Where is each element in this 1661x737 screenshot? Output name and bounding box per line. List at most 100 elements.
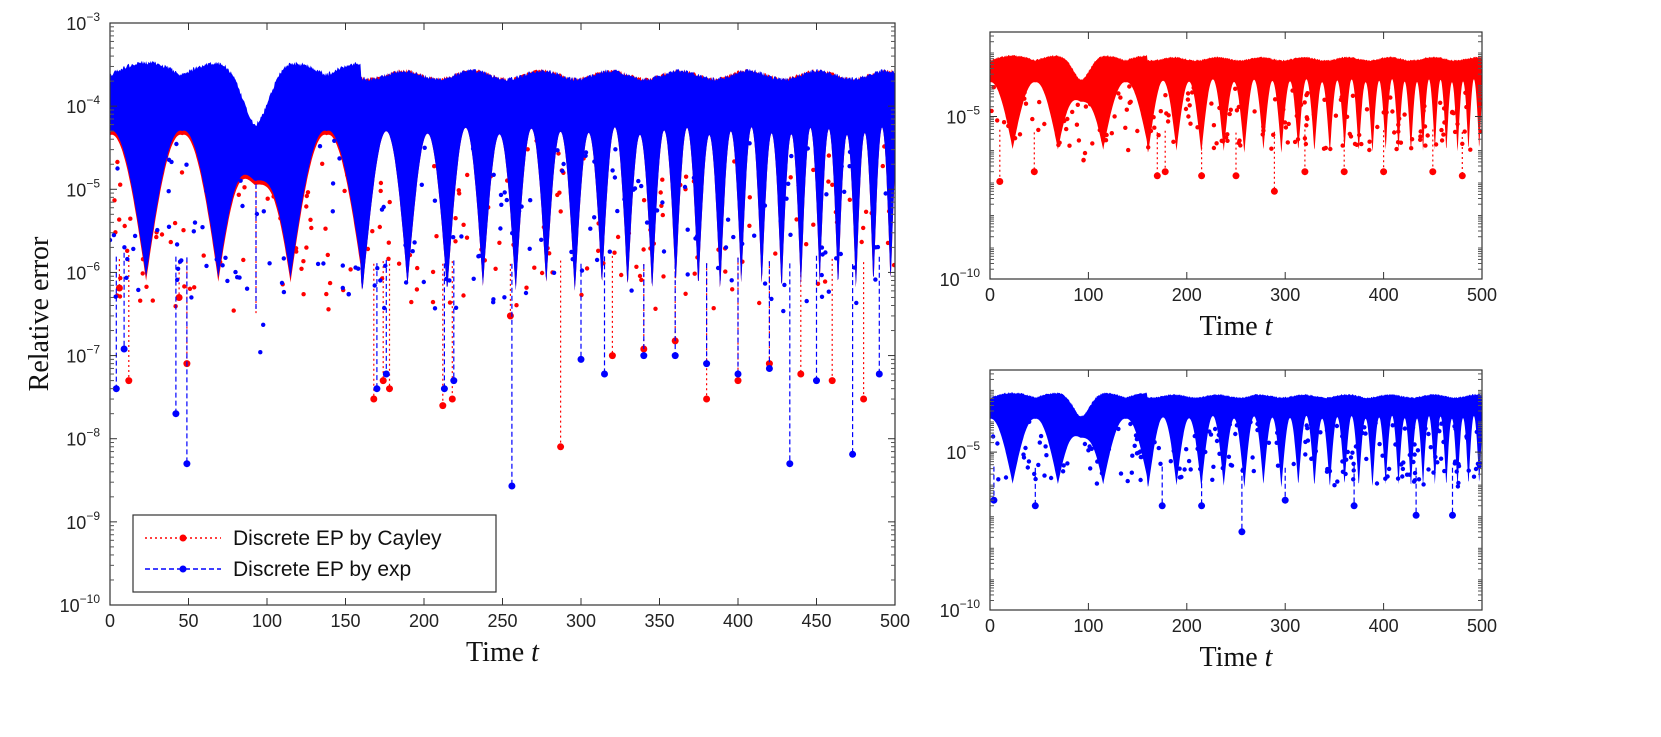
data-point xyxy=(584,266,590,271)
data-point xyxy=(1296,107,1301,112)
data-point xyxy=(1367,139,1372,144)
data-point xyxy=(1428,445,1434,450)
dip-point xyxy=(601,370,608,378)
data-point xyxy=(826,179,831,184)
data-point xyxy=(1113,87,1118,92)
data-point xyxy=(461,222,466,227)
data-point xyxy=(163,154,168,159)
dip-point xyxy=(1158,502,1166,510)
data-point xyxy=(1422,124,1428,129)
dip-point xyxy=(1030,168,1038,176)
data-point xyxy=(1128,99,1133,105)
data-point xyxy=(514,303,519,308)
data-point xyxy=(592,215,597,220)
data-point xyxy=(539,139,545,144)
dip-point xyxy=(125,377,133,385)
data-point xyxy=(1332,483,1337,488)
data-point xyxy=(528,198,533,203)
data-point xyxy=(1227,111,1232,117)
data-point xyxy=(588,226,593,231)
data-point xyxy=(1225,138,1230,143)
data-point xyxy=(1082,441,1088,447)
data-point xyxy=(592,159,597,164)
data-point xyxy=(1455,121,1460,127)
data-point xyxy=(309,225,314,231)
data-point xyxy=(1220,465,1226,471)
data-point xyxy=(1061,85,1066,90)
data-point xyxy=(596,248,601,253)
data-point xyxy=(502,190,507,195)
data-point xyxy=(560,168,565,174)
data-point xyxy=(999,423,1004,429)
data-point xyxy=(175,266,181,271)
dip-point xyxy=(765,365,773,372)
data-point xyxy=(201,253,206,258)
data-point xyxy=(1416,477,1422,482)
data-point xyxy=(778,218,783,224)
data-point xyxy=(288,241,294,246)
data-point xyxy=(1435,460,1440,465)
data-point xyxy=(378,188,383,194)
data-point xyxy=(191,229,196,234)
x-tick-label: 100 xyxy=(1073,616,1103,636)
data-point xyxy=(1339,94,1344,100)
data-point xyxy=(1369,90,1374,96)
data-point xyxy=(1357,132,1362,138)
data-point xyxy=(1407,452,1413,458)
data-point xyxy=(1464,104,1469,110)
data-point xyxy=(131,246,136,252)
data-point xyxy=(1109,131,1115,136)
dip-point xyxy=(440,385,448,393)
dip-point xyxy=(1161,168,1169,176)
data-point xyxy=(1441,106,1447,111)
data-point xyxy=(294,249,299,254)
data-point xyxy=(1022,90,1027,95)
dip-point xyxy=(786,460,794,468)
data-point xyxy=(1212,426,1218,432)
data-point xyxy=(1087,444,1092,449)
data-point xyxy=(432,306,438,311)
data-point xyxy=(1333,113,1339,118)
data-point xyxy=(1156,445,1162,451)
data-point xyxy=(464,235,470,240)
data-point xyxy=(144,284,149,289)
data-point xyxy=(1421,482,1426,487)
data-point xyxy=(1134,83,1140,88)
data-point xyxy=(654,208,660,213)
data-point xyxy=(1239,100,1244,106)
data-point xyxy=(741,170,746,175)
data-point xyxy=(1014,418,1019,423)
data-point xyxy=(1360,430,1365,436)
x-tick-label: 450 xyxy=(801,611,831,631)
data-point xyxy=(320,161,325,166)
data-point xyxy=(261,209,266,214)
data-point xyxy=(215,172,220,177)
data-point xyxy=(683,291,688,296)
data-point xyxy=(1187,103,1192,108)
plot-area xyxy=(990,392,1482,536)
data-point xyxy=(1465,85,1471,91)
data-point xyxy=(532,265,537,270)
data-point xyxy=(465,172,470,178)
data-point xyxy=(1174,118,1180,124)
dip-point xyxy=(183,460,191,468)
data-point xyxy=(1103,138,1109,143)
data-point xyxy=(820,156,825,161)
data-point xyxy=(348,267,353,272)
data-point xyxy=(1335,479,1340,484)
data-point xyxy=(372,283,377,288)
dip-point xyxy=(1281,496,1289,504)
data-point xyxy=(1188,121,1193,126)
data-point xyxy=(337,156,342,161)
data-point xyxy=(218,162,223,167)
data-point xyxy=(631,187,636,192)
dip-point xyxy=(439,402,447,410)
data-point xyxy=(1411,459,1416,465)
data-point xyxy=(382,305,387,311)
data-point xyxy=(498,226,503,231)
data-point xyxy=(1380,453,1385,458)
dip-point xyxy=(450,377,458,385)
data-point xyxy=(1061,463,1066,468)
data-point xyxy=(1060,469,1066,474)
y-tick-label: 10−10 xyxy=(60,592,101,616)
